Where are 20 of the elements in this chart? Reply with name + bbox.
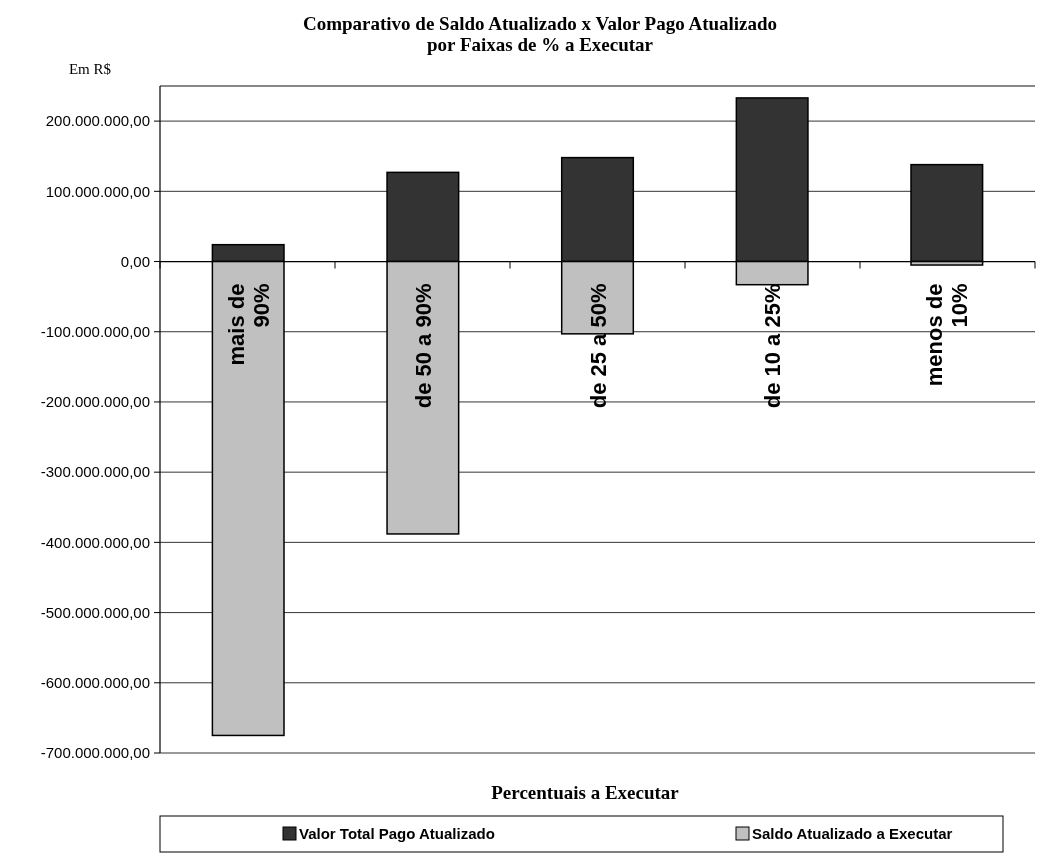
y-tick-label: -300.000.000,00 [40, 463, 150, 481]
y-tick-label: 200.000.000,00 [45, 112, 150, 130]
legend-label: Valor Total Pago Atualizado [299, 825, 495, 842]
y-tick-label: 100.000.000,00 [45, 182, 150, 200]
chart-title: Comparativo de Saldo Atualizado x Valor Pago Atualizado por Faixas de % a Executar [302, 13, 778, 55]
y-tick-label: -400.000.000,00 [40, 533, 150, 551]
y-tick-label: -200.000.000,00 [40, 393, 150, 411]
y-tick-label: 0,00 [120, 252, 150, 270]
x-axis-title: Percentuais a Executar [491, 782, 680, 803]
x-tick-label: de 25 a 50% [585, 283, 611, 409]
x-tick-label: de 50 a 90% [410, 283, 436, 409]
x-tick-label: menos de 10% [922, 283, 973, 387]
legend-label: Saldo Atualizado a Executar [752, 825, 953, 842]
x-tick-label: de 10 a 25% [760, 283, 786, 409]
y-tick-label: -100.000.000,00 [40, 322, 150, 340]
x-tick-label: mais de 90% [223, 283, 274, 366]
y-tick-label: -500.000.000,00 [40, 603, 150, 621]
y-tick-label: -700.000.000,00 [40, 744, 150, 762]
y-tick-label: -600.000.000,00 [40, 674, 150, 692]
y-axis-title: Em R$ [68, 61, 112, 77]
